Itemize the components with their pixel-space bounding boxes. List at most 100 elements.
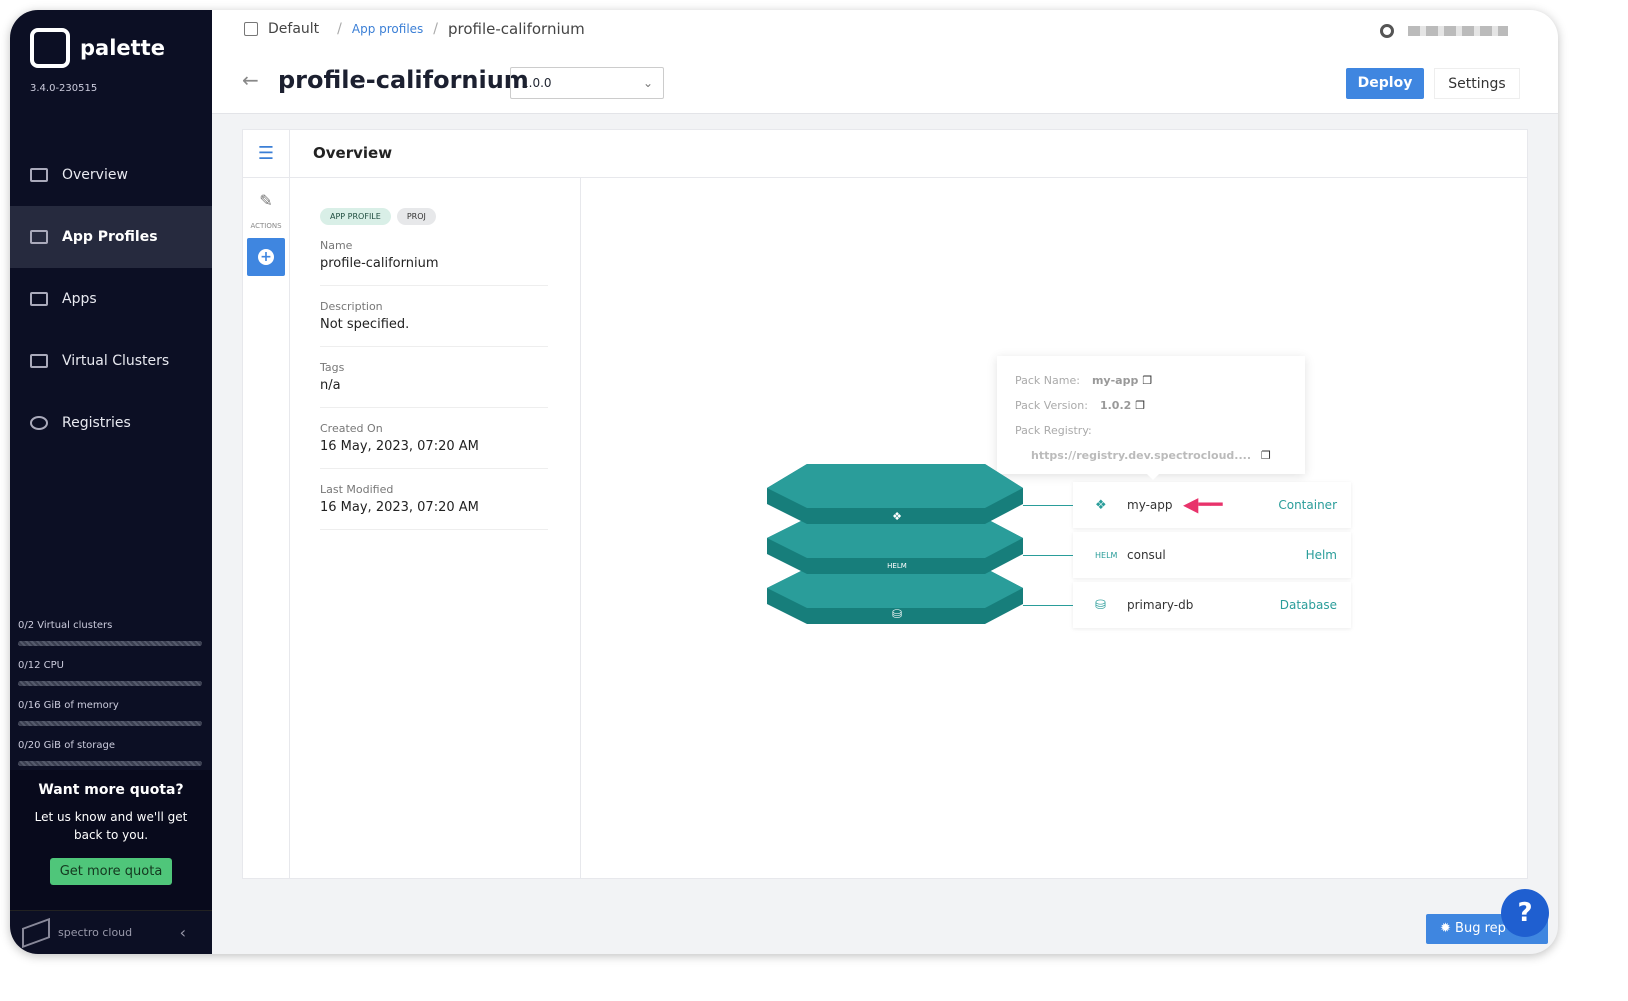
quota-bar <box>18 681 202 686</box>
pack-primary-db[interactable]: ⛁ primary-db Database <box>1023 582 1351 628</box>
label: App Profiles <box>62 229 158 245</box>
quota-list: 0/2 Virtual clusters 0/12 CPU 0/16 GiB o… <box>18 620 202 780</box>
version-select[interactable]: 1.0.0 ⌄ <box>510 67 664 99</box>
help-button[interactable]: ? <box>1501 889 1549 937</box>
pack-name: consul <box>1127 548 1166 562</box>
layers-tab-icon[interactable]: ☰ <box>243 130 289 178</box>
pack-name: primary-db <box>1127 598 1194 612</box>
field-name: Name profile-californium <box>320 239 548 286</box>
palette-logo-icon <box>30 28 70 68</box>
page-title: profile-californium <box>278 66 529 94</box>
tooltip-label: Pack Name: <box>1015 374 1080 387</box>
layer-container[interactable]: ❖ <box>767 464 1023 524</box>
sidebar-item-overview[interactable]: Overview <box>10 144 212 206</box>
gear-icon <box>30 416 48 430</box>
breadcrumb-project[interactable]: Default <box>268 21 320 37</box>
quota-bar <box>18 721 202 726</box>
quota-label: 0/2 Virtual clusters <box>18 620 113 631</box>
collapse-sidebar-icon[interactable]: ‹ <box>179 923 186 942</box>
field-modified: Last Modified 16 May, 2023, 07:20 AM <box>320 483 548 530</box>
layer-helm[interactable]: HELM <box>767 518 1023 574</box>
field-value: 16 May, 2023, 07:20 AM <box>320 439 479 454</box>
pack-consul[interactable]: HELM consul Helm <box>1023 532 1351 578</box>
layer-database[interactable]: ⛁ <box>767 568 1023 624</box>
tag-app-profile: APP PROFILE <box>320 208 391 225</box>
chevron-down-icon: ⌄ <box>642 76 653 90</box>
label: Apps <box>62 291 97 307</box>
quota-cpu: 0/12 CPU <box>18 660 202 686</box>
sidebar-item-apps[interactable]: Apps <box>10 268 212 330</box>
tag-proj: PROJ <box>396 208 436 225</box>
label: Overview <box>62 167 128 183</box>
field-value: 16 May, 2023, 07:20 AM <box>320 500 479 515</box>
quota-memory: 0/16 GiB of memory <box>18 700 202 726</box>
settings-button[interactable]: Settings <box>1434 68 1520 99</box>
pack-name: my-app <box>1127 498 1173 512</box>
pack-type: Container <box>1278 498 1337 512</box>
more-quota-box: Want more quota? Let us know and we'll g… <box>10 770 212 910</box>
user-menu[interactable] <box>1380 24 1508 38</box>
copy-icon[interactable]: ❐ <box>1135 399 1146 412</box>
database-icon: ⛁ <box>1095 597 1106 613</box>
svg-text:⛁: ⛁ <box>892 607 902 621</box>
svg-text:❖: ❖ <box>892 510 902 523</box>
cluster-icon <box>30 354 48 368</box>
field-value: Not specified. <box>320 317 410 332</box>
app-window: palette 3.4.0-230515 Overview App Profil… <box>10 10 1558 954</box>
panel-title: Overview <box>290 130 1527 178</box>
field-tags: Tags n/a <box>320 361 548 408</box>
edit-icon[interactable]: ✎ <box>259 190 273 210</box>
chart-icon <box>30 168 48 182</box>
more-quota-text: Let us know and we'll get back to you. <box>34 810 188 842</box>
field-value: n/a <box>320 378 341 393</box>
profile-panel: ☰ ✎ ACTIONS + Overview APP PROFILE PROJ N… <box>242 129 1528 879</box>
tooltip-label: Pack Registry: <box>1015 424 1092 437</box>
quota-label: 0/12 CPU <box>18 660 64 671</box>
user-name-blurred <box>1408 26 1508 36</box>
connector-line <box>1023 555 1073 556</box>
version-value: 1.0.0 <box>521 76 552 90</box>
pack-version: 1.0.2 <box>1099 399 1132 412</box>
profile-stack-canvas: Pack Name: my-app ❐ Pack Version: 1.0.2 ❐ Pa… <box>581 178 1527 878</box>
version: 3.4.0-230515 <box>30 83 98 94</box>
sidebar-item-virtual-clusters[interactable]: Virtual Clusters <box>10 330 212 392</box>
breadcrumb-app-profiles[interactable]: App profiles <box>351 22 424 36</box>
pack-my-app[interactable]: ❖ my-app ◀━━ Container <box>1023 482 1351 528</box>
field-label: Last Modified <box>320 483 394 496</box>
get-more-quota-button[interactable]: Get more quota <box>49 858 173 885</box>
back-arrow-icon[interactable]: ← <box>242 68 259 92</box>
pack-type: Database <box>1279 598 1337 612</box>
field-label: Tags <box>320 361 345 374</box>
field-created: Created On 16 May, 2023, 07:20 AM <box>320 422 548 469</box>
layers-icon <box>30 230 48 244</box>
sidebar-footer: spectro cloud ‹ <box>10 910 212 954</box>
quota-label: 0/16 GiB of memory <box>18 700 119 711</box>
sidebar-item-app-profiles[interactable]: App Profiles <box>10 206 212 268</box>
sidebar: palette 3.4.0-230515 Overview App Profil… <box>10 10 212 954</box>
field-label: Created On <box>320 422 383 435</box>
copy-icon[interactable]: ❐ <box>1142 374 1153 387</box>
breadcrumb-current: profile-californium <box>448 20 585 38</box>
label: Registries <box>62 415 131 431</box>
copy-icon[interactable]: ❐ <box>1261 449 1271 462</box>
add-pack-button[interactable]: + <box>247 238 285 276</box>
pack-registry: https://registry.dev.spectrocloud.... <box>1031 449 1251 462</box>
layer-stack-graphic: ⛁ HELM ❖ <box>767 464 1023 624</box>
actions-label: ACTIONS <box>250 222 282 230</box>
action-rail: ☰ ✎ ACTIONS + <box>243 130 290 878</box>
sidebar-item-registries[interactable]: Registries <box>10 392 212 454</box>
label: Virtual Clusters <box>62 353 170 369</box>
tooltip-label: Pack Version: <box>1015 399 1088 412</box>
logo[interactable]: palette <box>30 28 165 68</box>
pack-type: Helm <box>1305 548 1337 562</box>
deploy-button[interactable]: Deploy <box>1346 68 1424 99</box>
bug-report-label: Bug rep <box>1455 921 1506 936</box>
field-value: profile-californium <box>320 256 439 271</box>
spectro-cloud-logo-icon <box>22 917 50 948</box>
field-label: Name <box>320 239 353 252</box>
more-quota-title: Want more quota? <box>38 782 184 798</box>
connector-line <box>1023 605 1073 606</box>
settings-icon[interactable] <box>1380 24 1394 38</box>
quota-label: 0/20 GiB of storage <box>18 740 116 751</box>
field-description: Description Not specified. <box>320 300 548 347</box>
